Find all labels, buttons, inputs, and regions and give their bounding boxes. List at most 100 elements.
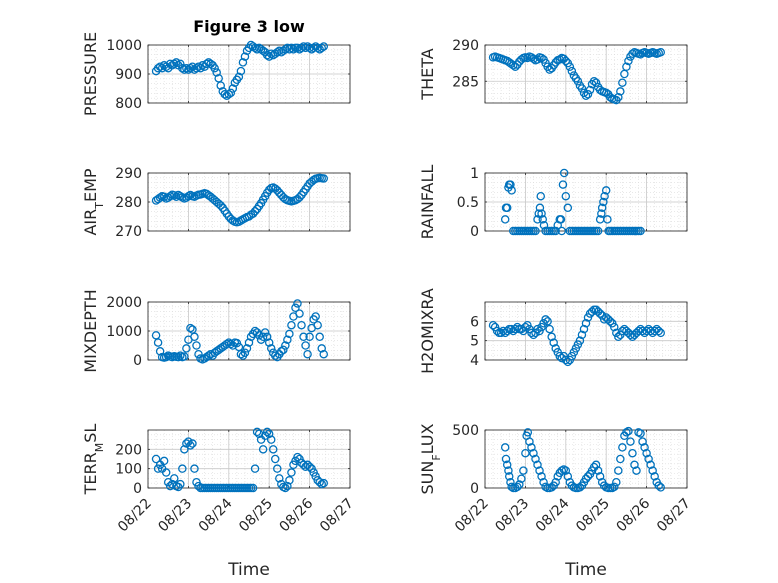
data-point: [547, 483, 556, 492]
y-axis-label-main: AIR: [81, 209, 100, 236]
data-point: [319, 478, 328, 488]
y-tick-label: 1: [470, 166, 479, 182]
data-point: [216, 201, 225, 210]
data-point: [618, 78, 627, 87]
y-axis-label-subscript: M: [93, 443, 106, 453]
data-point: [517, 324, 526, 334]
data-point: [517, 474, 526, 483]
data-point: [539, 477, 548, 487]
data-point: [309, 43, 318, 53]
data-point: [281, 341, 290, 350]
data-point: [319, 349, 328, 359]
data-point: [266, 344, 276, 353]
data-point: [539, 220, 549, 230]
data-point: [186, 63, 195, 73]
data-point: [644, 454, 653, 464]
y-tick-label: 2000: [106, 295, 142, 311]
y-tick-label: 500: [452, 423, 479, 439]
data-point: [287, 320, 296, 330]
chart-title: Figure 3 low: [193, 17, 305, 36]
y-tick-label: 5: [470, 334, 479, 350]
y-axis-label: MIXDEPTH: [81, 289, 100, 372]
data-point: [618, 443, 627, 452]
y-tick-label: 4: [470, 353, 479, 369]
data-point: [287, 43, 296, 53]
data-point: [176, 59, 185, 69]
data-point: [155, 193, 165, 202]
y-tick-label: 200: [115, 442, 142, 458]
data-point: [533, 215, 542, 224]
data-point: [579, 324, 589, 334]
y-tick-label: 285: [452, 74, 479, 90]
x-tick-label: 08/26: [614, 495, 654, 535]
data-point: [545, 324, 554, 334]
data-point: [593, 466, 603, 475]
y-tick-label: 270: [115, 224, 142, 240]
data-point: [190, 332, 199, 342]
data-point: [194, 349, 203, 359]
y-axis-label: PRESSURE: [81, 32, 100, 116]
data-point: [507, 482, 516, 492]
data-point: [603, 215, 612, 224]
data-point: [521, 448, 530, 458]
data-point: [224, 90, 234, 99]
data-point: [511, 62, 520, 72]
data-point: [248, 483, 258, 493]
data-point: [151, 454, 161, 464]
data-point: [599, 197, 608, 207]
data-point: [188, 439, 197, 448]
data-point: [180, 445, 189, 454]
y-tick-label: 100: [115, 462, 142, 478]
x-tick-label: 08/25: [236, 496, 276, 536]
data-point: [194, 62, 203, 72]
data-point: [513, 482, 522, 492]
data-point: [622, 62, 631, 72]
data-point: [624, 56, 633, 66]
data-point: [557, 226, 567, 236]
data-point: [315, 477, 324, 487]
data-point: [305, 43, 314, 53]
data-point: [537, 472, 546, 481]
x-tick-label: 08/24: [533, 495, 573, 535]
data-point: [616, 87, 625, 96]
data-point: [155, 62, 165, 72]
axes-box: [484, 429, 688, 489]
data-point: [577, 84, 587, 93]
data-point: [527, 443, 536, 452]
data-point: [612, 477, 621, 487]
data-point: [575, 483, 585, 492]
data-point: [534, 209, 543, 218]
data-point: [517, 55, 526, 64]
data-point: [492, 326, 502, 336]
x-tick-label: 08/24: [196, 495, 236, 535]
data-point: [258, 445, 268, 454]
data-point: [228, 84, 238, 93]
data-point: [581, 319, 591, 328]
data-point: [563, 203, 573, 213]
data-point: [504, 466, 513, 475]
data-point: [273, 48, 282, 57]
data-point: [271, 454, 280, 464]
data-point: [529, 330, 538, 340]
y-axis-label-rest: LUX: [418, 423, 437, 454]
y-axis-label-rest: EMP: [81, 168, 100, 202]
subplot-terr-msl: 0 100 200 08/22 08/23 08/24 08/25 08/26 08/27 TER…: [81, 424, 357, 580]
data-point: [180, 65, 189, 74]
data-point: [212, 68, 221, 77]
data-point: [178, 63, 187, 73]
data-point: [301, 341, 310, 350]
data-point: [533, 324, 542, 334]
y-axis-label: TERRMSL: [81, 424, 106, 496]
data-point: [638, 437, 647, 446]
data-point: [561, 355, 571, 365]
data-point: [502, 460, 512, 470]
data-point: [250, 464, 260, 473]
data-point: [317, 43, 326, 53]
data-point: [260, 328, 270, 337]
data-point: [531, 226, 540, 236]
data-point: [240, 52, 250, 61]
data-point: [226, 88, 236, 98]
data-point: [159, 192, 169, 202]
data-point: [636, 226, 645, 236]
y-axis-label: RAINFALL: [418, 165, 437, 240]
